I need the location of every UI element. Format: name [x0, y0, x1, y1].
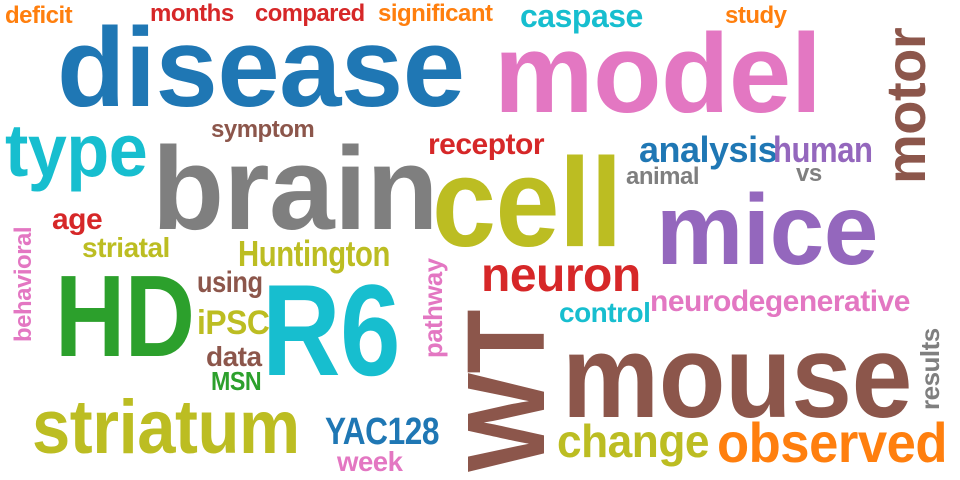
word-r6: R6 [262, 257, 401, 403]
word-striatal: striatal [82, 232, 170, 263]
word-disease: disease [57, 5, 465, 130]
word-months: months [150, 0, 234, 27]
word-animal: animal [626, 163, 700, 190]
word-brain: brain [152, 123, 439, 255]
word-compared: compared [255, 0, 365, 27]
word-human: human [773, 129, 873, 170]
word-deficit: deficit [5, 2, 73, 29]
word-wt: WT [445, 309, 568, 472]
word-caspase: caspase [520, 0, 643, 34]
word-neuron: neuron [481, 249, 641, 302]
word-mice: mice [656, 174, 878, 286]
word-pathway: pathway [418, 258, 448, 358]
word-huntington: Huntington [238, 233, 390, 274]
word-motor: motor [874, 27, 937, 184]
word-ipsc: iPSC [197, 304, 270, 342]
word-using: using [197, 266, 263, 299]
word-mouse: mouse [562, 311, 912, 443]
word-results: results [915, 328, 945, 410]
word-type: type [5, 109, 148, 192]
word-week: week [337, 446, 403, 477]
word-observed: observed [717, 411, 948, 474]
word-hd: HD [55, 251, 195, 381]
word-age: age [52, 203, 103, 236]
word-neurodegenerative: neurodegenerative [650, 285, 910, 318]
word-analysis: analysis [639, 129, 778, 170]
word-study: study [725, 2, 787, 29]
word-significant: significant [378, 0, 493, 27]
word-symptom: symptom [211, 116, 315, 143]
word-yac128: YAC128 [325, 411, 440, 453]
word-striatum: striatum [32, 385, 300, 470]
word-cell: cell [432, 132, 623, 273]
word-data: data [206, 341, 262, 372]
word-control: control [559, 297, 651, 328]
word-model: model [494, 11, 822, 136]
word-vs: vs [796, 160, 822, 187]
word-msn: MSN [211, 366, 262, 396]
word-receptor: receptor [428, 128, 545, 161]
word-behavioral: behavioral [10, 226, 37, 342]
word-change: change [557, 415, 710, 467]
